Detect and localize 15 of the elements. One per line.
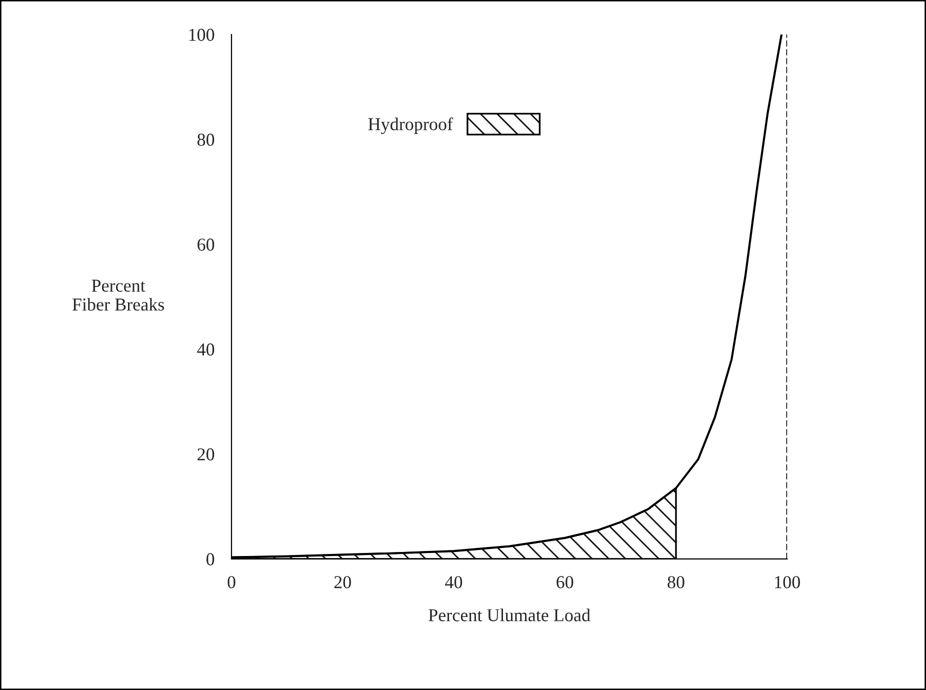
y-tick-label: 60 <box>198 238 214 251</box>
y-axis-title: Percent Fiber Breaks <box>72 280 164 311</box>
y-tick-label: 20 <box>198 448 214 460</box>
x-tick-label: 80 <box>668 576 684 588</box>
y-tick-label: 80 <box>197 134 214 146</box>
x-tick-label: 40 <box>445 576 462 588</box>
y-tick-label: 0 <box>206 553 214 566</box>
legend-label: Hydroproof <box>368 117 454 134</box>
x-tick-label: 0 <box>228 576 236 588</box>
x-tick-label: 20 <box>334 576 351 588</box>
x-axis-title: Percent Ulumate Load <box>428 608 590 622</box>
y-tick-label: 100 <box>189 28 214 41</box>
y-tick-label: 40 <box>197 343 214 356</box>
x-tick-label: 60 <box>556 576 574 588</box>
x-tick-label: 100 <box>775 576 800 588</box>
